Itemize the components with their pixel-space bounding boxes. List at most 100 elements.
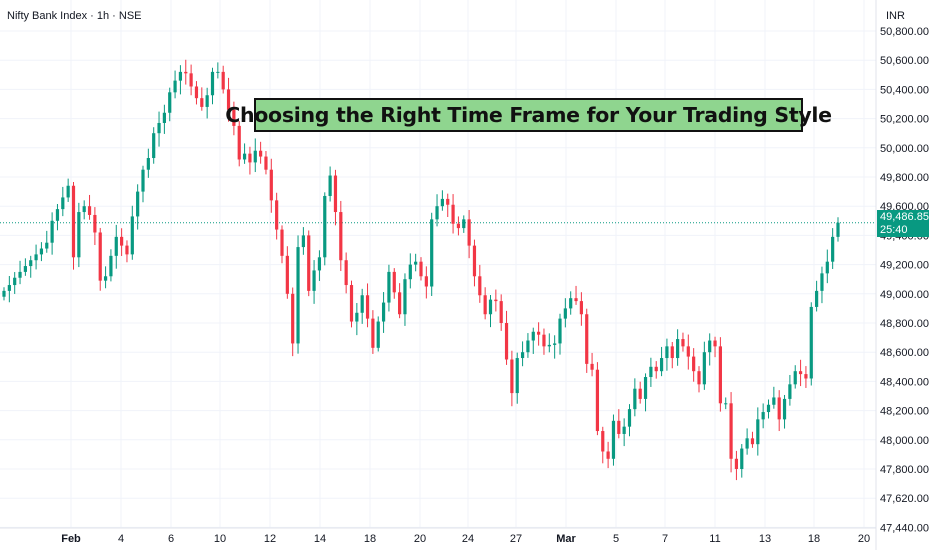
candle-body [654,366,658,372]
x-tick-label: 14 [314,533,326,545]
candle-body [349,285,354,322]
candle-body [408,264,412,280]
x-tick-label: Feb [61,533,81,545]
candle-body [831,236,835,262]
candle-body [809,306,813,379]
candle-body [71,185,76,258]
candle-body [836,222,840,237]
candle-body [317,257,322,271]
candle-body [708,340,712,353]
x-tick-label: 12 [264,533,276,545]
candle-body [467,219,471,246]
candle-body [93,214,97,233]
candle-body [553,343,557,345]
x-tick-label: 13 [759,533,771,545]
x-tick-label: 24 [462,533,474,545]
candle-body [34,254,38,261]
candle-body [226,89,231,110]
candle-body [371,318,375,348]
candle-body [579,301,583,315]
time-axis[interactable]: Feb 4 6 10 12 14 18 20 24 27 Mar 5 7 11 13 18 20 [61,533,870,545]
candle-body [659,358,664,372]
y-tick-label: 47,620.00 [880,493,929,505]
candle-body [510,359,514,394]
candle-body [595,369,600,432]
candle-body [788,384,792,399]
candle-body [242,153,247,160]
candle-body [189,73,193,87]
candle-body [585,314,589,364]
candle-body [200,98,204,107]
candle-body [435,206,439,220]
candle-body [61,197,65,210]
x-tick-label: 6 [168,533,174,545]
candle-body [280,229,284,256]
candle-body [178,71,183,81]
candle-body [387,271,391,303]
x-tick-label: 4 [118,533,124,545]
candle-body [745,438,749,449]
last-price-tag: 49,486.85 25:40 [877,210,929,237]
candle-body [601,431,605,452]
y-tick-label: 50,000.00 [880,143,929,155]
candle-body [344,260,348,286]
candle-body [45,242,49,249]
candle-body [87,206,92,215]
candle-body [205,95,209,107]
candle-body [798,371,803,375]
candle-body [729,403,733,459]
candle-body [376,321,380,348]
candle-body [269,169,273,201]
candle-body [537,331,541,335]
candle-body [216,71,220,73]
y-tick-label: 50,400.00 [880,84,929,96]
y-tick-label: 49,800.00 [880,172,929,184]
candle-body [451,204,455,224]
candle-body [526,340,530,353]
candle-body [542,334,546,347]
candle-body [734,458,739,469]
candle-body [98,232,102,281]
candle-body [237,125,241,160]
candle-body [103,276,108,281]
y-tick-label: 49,000.00 [880,289,929,301]
candle-body [606,451,610,459]
candle-body [558,318,562,344]
candle-body [152,133,156,159]
y-tick-label: 48,600.00 [880,347,929,359]
candle-body [777,397,781,420]
candle-body [398,292,402,315]
candle-body [756,419,760,445]
price-axis[interactable]: 50,800.00 50,600.00 50,400.00 50,200.00 50,0… [880,26,929,534]
candle-body [381,302,386,322]
candle-body [590,363,594,370]
candle-body [456,223,461,229]
candle-body [120,236,124,246]
candle-body [520,352,525,359]
candle-body [740,448,744,469]
candle-body [793,371,797,385]
candle-body [499,301,503,323]
candle-body [210,71,215,96]
candle-body [472,245,477,277]
candle-body [488,299,493,315]
candle-body [563,308,567,319]
y-tick-label: 48,400.00 [880,376,929,388]
candle-body [339,212,343,261]
candle-body [750,438,755,445]
candle-body [440,198,444,207]
candle-body [569,298,573,309]
candle-body [649,366,653,378]
candle-body [633,388,637,410]
candle-body [766,404,771,413]
candle-body [168,92,172,113]
candle-body [307,235,311,291]
candle-body [312,270,316,291]
candle-body [355,312,359,322]
candle-body [574,298,578,302]
candle-body [39,248,44,255]
symbol-title: Nifty Bank Index · 1h · NSE [7,10,142,22]
candle-body [718,346,722,404]
candle-body [483,295,487,315]
